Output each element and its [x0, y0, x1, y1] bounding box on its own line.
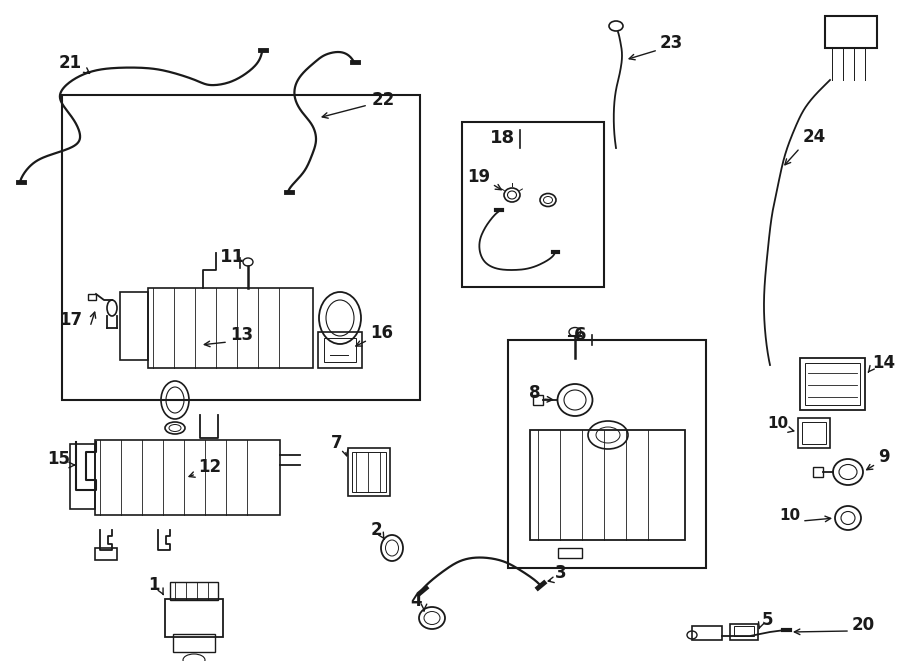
Bar: [825, 16, 877, 48]
Bar: [173, 634, 215, 652]
Text: 10: 10: [767, 416, 788, 431]
Bar: [805, 363, 860, 405]
Bar: [318, 332, 362, 368]
Bar: [148, 288, 313, 368]
Text: 5: 5: [762, 611, 773, 629]
Bar: [530, 430, 685, 540]
Text: 4: 4: [410, 592, 422, 610]
Bar: [730, 624, 758, 640]
Bar: [70, 444, 95, 509]
Bar: [352, 452, 386, 492]
Text: 3: 3: [555, 564, 567, 582]
Text: 19: 19: [467, 168, 490, 186]
Text: 14: 14: [872, 354, 896, 372]
Bar: [692, 626, 722, 640]
Bar: [95, 440, 280, 515]
Bar: [170, 582, 218, 600]
Bar: [558, 548, 582, 558]
Text: 10: 10: [778, 508, 800, 523]
Bar: [462, 122, 604, 287]
Bar: [95, 548, 117, 560]
Text: 11: 11: [220, 248, 245, 266]
Bar: [734, 626, 754, 636]
Bar: [800, 358, 865, 410]
Bar: [813, 467, 823, 477]
Bar: [798, 418, 830, 448]
Bar: [348, 448, 390, 496]
Text: 12: 12: [198, 458, 221, 476]
Text: 15: 15: [47, 450, 70, 468]
Text: 21: 21: [58, 54, 82, 72]
Text: 16: 16: [370, 324, 393, 342]
Text: 1: 1: [148, 576, 160, 594]
Text: 23: 23: [660, 34, 683, 52]
Bar: [324, 338, 356, 362]
Bar: [120, 292, 148, 360]
Text: 6: 6: [574, 326, 586, 344]
Text: 9: 9: [878, 448, 889, 466]
Bar: [62, 95, 420, 400]
Bar: [165, 599, 223, 637]
Bar: [88, 294, 96, 300]
Text: 7: 7: [330, 434, 342, 452]
Text: 13: 13: [230, 326, 253, 344]
Bar: [802, 422, 826, 444]
Text: 17: 17: [58, 311, 82, 329]
Text: 2: 2: [371, 521, 382, 539]
Text: 22: 22: [372, 91, 395, 109]
Text: 20: 20: [852, 616, 875, 634]
Text: 24: 24: [803, 128, 826, 146]
Bar: [508, 340, 706, 568]
Text: 8: 8: [528, 384, 540, 402]
Bar: [533, 395, 543, 405]
Text: 18: 18: [491, 129, 516, 147]
